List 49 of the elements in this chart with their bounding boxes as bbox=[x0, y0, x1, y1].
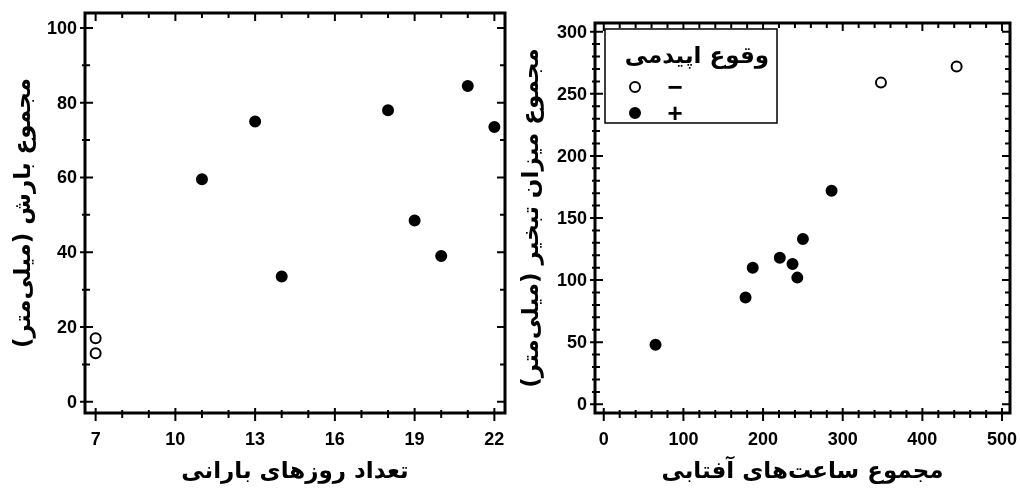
y-tick-label: 40 bbox=[56, 242, 77, 263]
point bbox=[408, 214, 421, 227]
y-tick-label: 60 bbox=[56, 167, 77, 188]
point bbox=[89, 347, 102, 360]
y-tick-label: 100 bbox=[556, 270, 587, 291]
x-tick-label: 100 bbox=[668, 429, 699, 449]
y-tick-label: 0 bbox=[576, 394, 587, 415]
y-axis-title: مجموع بارش (میلی‌متر) bbox=[9, 78, 36, 348]
y-tick-label: 200 bbox=[556, 145, 587, 166]
y-tick-label: 80 bbox=[56, 92, 77, 113]
y-tick-label: 20 bbox=[56, 317, 77, 338]
y-axis-title: مجموع میزان تبخیر (میلی‌متر) bbox=[517, 48, 544, 388]
y-tick-label: 100 bbox=[46, 17, 77, 38]
point bbox=[488, 121, 501, 134]
point bbox=[382, 104, 395, 117]
x-tick-label: 7 bbox=[90, 429, 101, 449]
x-tick-label: 19 bbox=[404, 429, 425, 449]
y-tick-label: 300 bbox=[556, 21, 587, 42]
x-tick-label: 200 bbox=[748, 429, 779, 449]
x-tick-label: 13 bbox=[245, 429, 266, 449]
x-tick-label: 22 bbox=[484, 429, 505, 449]
x-tick-label: 400 bbox=[907, 429, 938, 449]
point bbox=[249, 115, 262, 128]
point bbox=[275, 270, 288, 283]
x-tick-label: 10 bbox=[165, 429, 186, 449]
point bbox=[786, 257, 799, 270]
point bbox=[825, 184, 838, 197]
x-axis-title: مجموع ساعت‌های آفتابی bbox=[661, 455, 944, 484]
point bbox=[796, 233, 809, 246]
point bbox=[195, 173, 208, 186]
x-tick-label: 300 bbox=[827, 429, 858, 449]
point bbox=[89, 332, 102, 345]
y-tick-label: 50 bbox=[566, 332, 587, 353]
x-tick-label: 500 bbox=[987, 429, 1018, 449]
point bbox=[950, 60, 963, 73]
point bbox=[791, 271, 804, 284]
point bbox=[739, 291, 752, 304]
point bbox=[649, 338, 662, 351]
x-tick-label: 0 bbox=[598, 429, 609, 449]
point bbox=[746, 261, 759, 274]
y-tick-label: 0 bbox=[66, 391, 77, 412]
point bbox=[874, 76, 887, 89]
point bbox=[435, 249, 448, 262]
y-tick-label: 150 bbox=[556, 208, 587, 228]
y-tick-label: 250 bbox=[556, 83, 587, 104]
x-axis-title: تعداد روزهای بارانی bbox=[181, 457, 409, 484]
x-tick-label: 16 bbox=[324, 429, 345, 449]
point bbox=[773, 251, 786, 264]
point bbox=[461, 79, 474, 92]
